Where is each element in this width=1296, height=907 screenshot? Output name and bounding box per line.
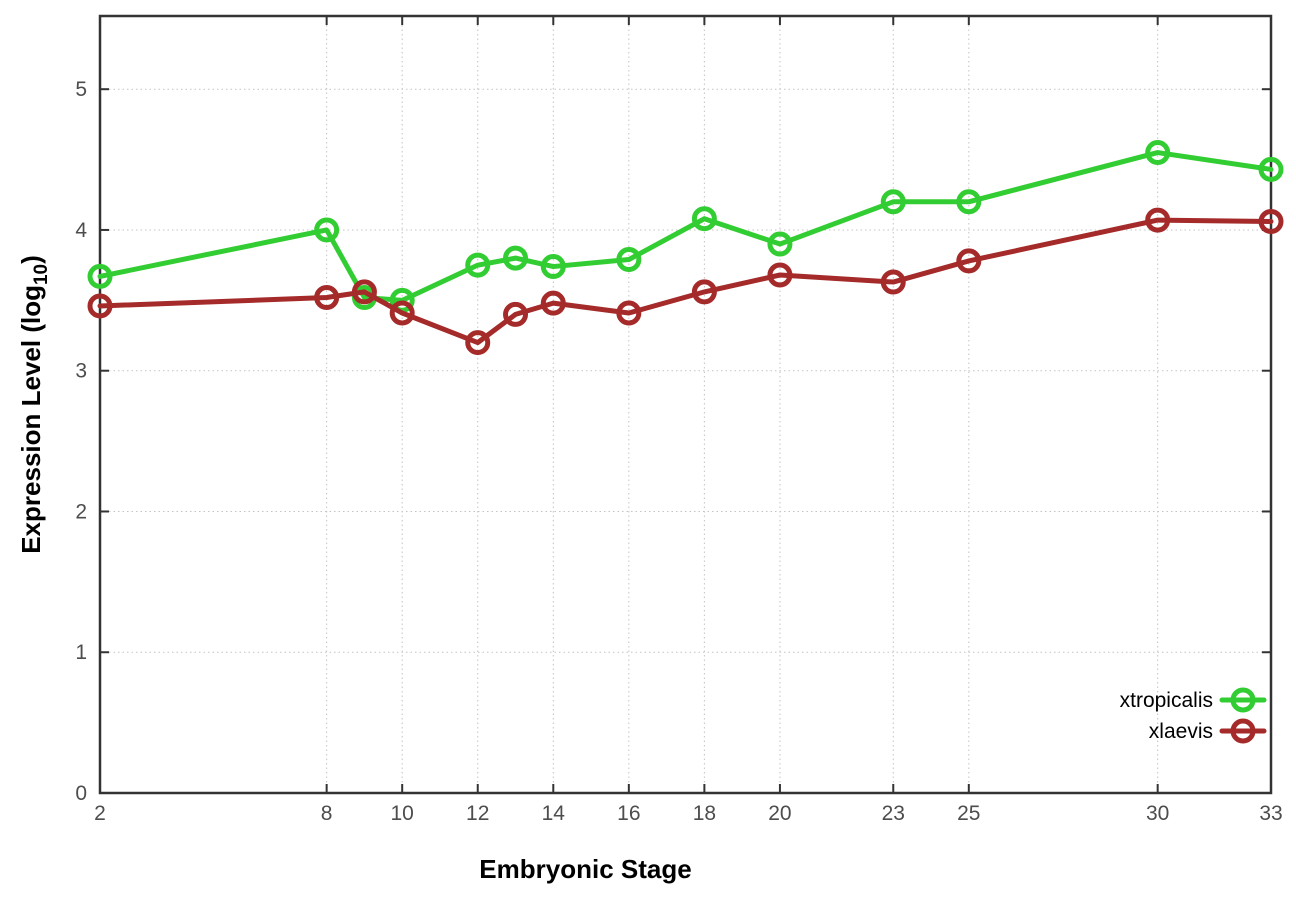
y-axis-tick-label: 1 <box>75 641 87 664</box>
data-point-xlaevis <box>616 300 642 326</box>
data-point-xlaevis <box>351 279 377 305</box>
y-axis-tick-label: 3 <box>75 360 87 383</box>
data-point-xlaevis <box>956 248 982 274</box>
x-axis-tick-label: 25 <box>957 802 980 825</box>
data-point-xtropicalis <box>465 252 491 278</box>
x-axis-tick-label: 12 <box>466 802 489 825</box>
x-axis-tick-label: 30 <box>1146 802 1169 825</box>
data-point-xlaevis <box>1258 209 1284 235</box>
legend-marker-icon-xlaevis <box>1230 718 1256 744</box>
data-point-xlaevis <box>503 301 529 327</box>
data-point-xlaevis <box>540 290 566 316</box>
legend-label-xtropicalis: xtropicalis <box>1120 689 1213 712</box>
data-point-xtropicalis <box>87 263 113 289</box>
data-point-xtropicalis <box>691 206 717 232</box>
x-axis-tick-label: 18 <box>693 802 716 825</box>
x-axis-tick-label: 16 <box>617 802 640 825</box>
y-axis-tick-label: 4 <box>75 219 87 242</box>
x-axis-tick-label: 8 <box>321 802 333 825</box>
data-point-xtropicalis <box>956 189 982 215</box>
x-axis-tick-label: 23 <box>882 802 905 825</box>
series-line-xtropicalis <box>97 150 1274 303</box>
data-point-xlaevis <box>1145 207 1171 233</box>
data-point-xlaevis <box>314 285 340 311</box>
x-axis-tick-label: 14 <box>542 802 566 825</box>
x-axis-tick-label: 20 <box>768 802 791 825</box>
data-point-xtropicalis <box>1258 156 1284 182</box>
data-point-xtropicalis <box>1145 140 1171 166</box>
y-axis-tick-label: 0 <box>75 782 87 805</box>
x-axis-tick-label: 2 <box>94 802 106 825</box>
y-axis-title: Expression Level (log10) <box>16 255 52 554</box>
legend-marker-icon-xtropicalis <box>1230 687 1256 713</box>
x-axis-title: Embryonic Stage <box>479 854 691 884</box>
data-point-xlaevis <box>767 262 793 288</box>
data-point-xtropicalis <box>503 245 529 271</box>
data-point-xtropicalis <box>616 247 642 273</box>
x-axis-tick-label: 33 <box>1259 802 1282 825</box>
plot-border <box>98 14 1273 795</box>
data-point-xtropicalis <box>314 217 340 243</box>
y-axis-tick-label: 5 <box>75 78 87 101</box>
y-axis-tick-label: 2 <box>75 500 87 523</box>
data-point-xtropicalis <box>767 231 793 257</box>
data-point-xlaevis <box>880 269 906 295</box>
data-point-xlaevis <box>389 300 415 326</box>
data-point-xlaevis <box>465 330 491 356</box>
data-point-xtropicalis <box>880 189 906 215</box>
x-axis-tick-label: 10 <box>391 802 414 825</box>
data-point-xlaevis <box>691 279 717 305</box>
series-line-xlaevis <box>97 217 1274 346</box>
legend-label-xlaevis: xlaevis <box>1149 720 1213 743</box>
data-point-xtropicalis <box>540 254 566 280</box>
data-point-xlaevis <box>87 293 113 319</box>
